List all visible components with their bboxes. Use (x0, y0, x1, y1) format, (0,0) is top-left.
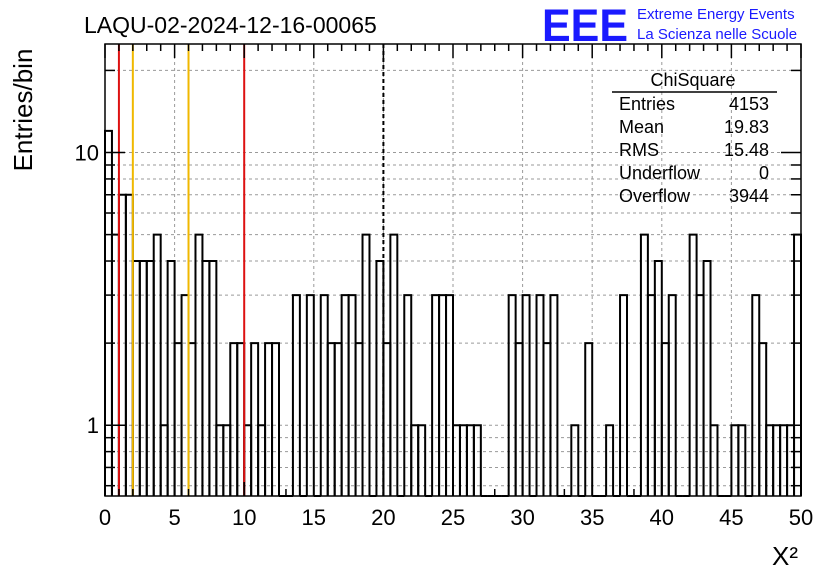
stats-value: 4153 (729, 94, 769, 114)
histogram-bin (417, 424, 427, 496)
histogram-bin (535, 294, 545, 496)
histogram-bin (619, 294, 628, 496)
histogram-bin (646, 294, 656, 496)
stats-label: Entries (619, 94, 675, 114)
histogram-bin (319, 294, 329, 496)
histogram-bin (208, 260, 218, 496)
histogram-bin (639, 233, 649, 496)
histogram-bin (347, 294, 357, 496)
histogram-bin (472, 424, 482, 496)
stats-value: 15.48 (724, 140, 769, 160)
histogram-bin (236, 342, 246, 496)
histogram-bin (702, 260, 712, 496)
x-tick-label: 50 (789, 505, 813, 530)
histogram-bin (229, 342, 239, 496)
histogram-bin (660, 342, 670, 496)
histogram-bin (110, 233, 120, 496)
eee-logo: EEE (542, 0, 628, 51)
x-tick-label: 45 (719, 505, 743, 530)
x-tick-label: 10 (232, 505, 256, 530)
histogram-bin (271, 342, 280, 496)
histogram-bin (445, 294, 454, 496)
y-tick-label: 10 (75, 141, 99, 166)
x-axis-label: X² (772, 541, 798, 571)
histogram-bin (354, 342, 364, 496)
axes: 0 5 10 15 20 25 30 35 40 45 50 1 10 (75, 43, 813, 530)
histogram-bin (688, 233, 698, 496)
histogram-bin (305, 294, 315, 496)
histogram-bin (180, 294, 190, 496)
histogram-bin (382, 342, 392, 496)
histogram-bin (166, 260, 176, 496)
histogram-bin (514, 342, 524, 496)
stats-value: 3944 (729, 186, 769, 206)
histogram-bin (403, 294, 413, 496)
histogram-bin (737, 424, 747, 496)
histogram-bin (173, 342, 183, 496)
x-tick-label: 5 (168, 505, 180, 530)
histogram-bin (570, 424, 580, 496)
x-tick-label: 35 (580, 505, 604, 530)
histogram-bin (709, 424, 719, 496)
threshold-lines (117, 44, 385, 496)
x-tick-label: 30 (510, 505, 534, 530)
stats-value: 19.83 (724, 117, 769, 137)
histogram-bin (124, 193, 134, 496)
histogram-bin (389, 233, 399, 496)
histogram-bin (117, 193, 127, 496)
histogram-bin (201, 260, 211, 496)
histogram-bin (138, 260, 148, 496)
stats-value: 0 (759, 163, 769, 183)
histogram-bin (653, 260, 663, 496)
stats-label: Overflow (619, 186, 691, 206)
histogram-bin (584, 342, 594, 496)
histogram-bin (758, 342, 768, 496)
histogram-bin (333, 342, 343, 496)
histogram-bars (104, 129, 802, 497)
histogram-bin (375, 260, 385, 496)
stats-label: RMS (619, 140, 659, 160)
histogram-bin (104, 129, 113, 496)
histogram-bin (507, 294, 517, 496)
x-tick-label: 40 (650, 505, 674, 530)
stats-label: Mean (619, 117, 664, 137)
histogram-bin (695, 294, 705, 496)
x-tick-label: 15 (302, 505, 326, 530)
histogram-bin (605, 424, 615, 496)
histogram-bin (438, 294, 448, 496)
histogram-bin (326, 342, 336, 496)
logo-line-2: La Scienza nelle Scuole (637, 26, 797, 43)
run-title: LAQU-02-2024-12-16-00065 (84, 12, 377, 38)
histogram-bin (145, 260, 155, 496)
stats-label: Underflow (619, 163, 701, 183)
histogram-bin (521, 294, 531, 496)
x-tick-label: 20 (371, 505, 395, 530)
histogram-bin (131, 260, 141, 496)
histogram-bin (431, 294, 441, 496)
histogram-bin (152, 233, 162, 496)
histogram-bin (361, 233, 371, 496)
histogram-bin (187, 342, 197, 496)
histogram-bin (194, 233, 204, 496)
histogram-bin (751, 294, 761, 496)
histogram-bin (549, 294, 559, 496)
histogram-bin (291, 294, 301, 496)
x-tick-label: 25 (441, 505, 465, 530)
stats-box: ChiSquare Entries 4153 Mean 19.83 RMS 15.48 Un… (612, 70, 777, 206)
stats-title: ChiSquare (650, 70, 735, 90)
histogram-bin (667, 294, 677, 496)
histogram-bin (264, 342, 274, 496)
y-tick-label: 1 (87, 413, 99, 438)
x-tick-label: 0 (99, 505, 111, 530)
histogram-bin (340, 294, 350, 496)
logo-line-1: Extreme Energy Events (637, 6, 795, 23)
histogram-bin (542, 342, 552, 496)
histogram-bin (793, 233, 802, 496)
histogram-bin (250, 342, 260, 496)
y-axis-label: Entries/bin (8, 49, 38, 172)
